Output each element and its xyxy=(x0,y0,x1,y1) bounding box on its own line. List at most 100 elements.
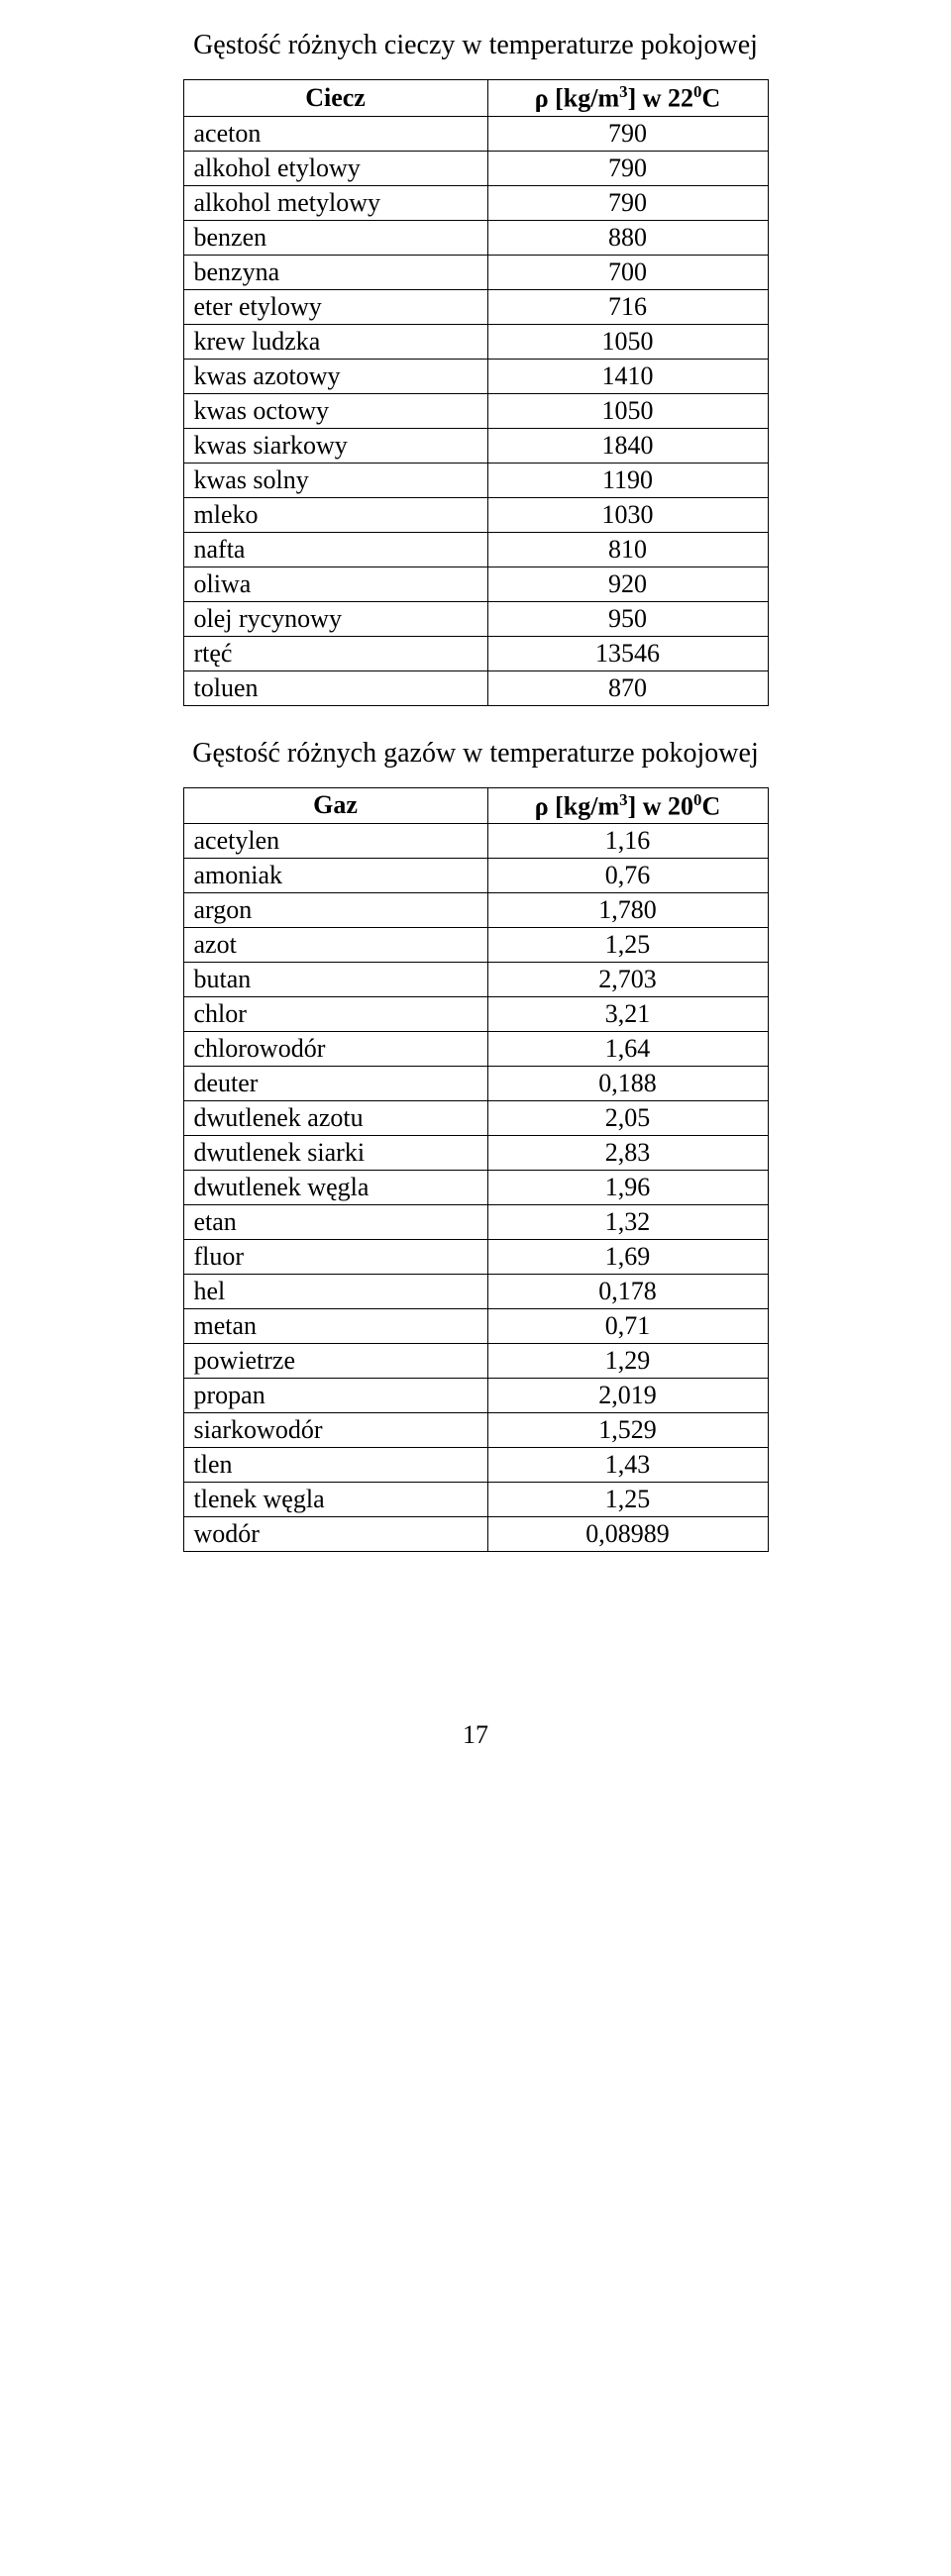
cell-density: 1,43 xyxy=(487,1448,768,1483)
table-row: azot 1,25 xyxy=(183,928,768,963)
cell-substance: alkohol metylowy xyxy=(183,185,487,220)
cell-substance: metan xyxy=(183,1309,487,1344)
col-header-substance: Gaz xyxy=(183,787,487,824)
cell-density: 0,71 xyxy=(487,1309,768,1344)
cell-density: 1,529 xyxy=(487,1413,768,1448)
table-header-row: Ciecz ρ [kg/m3] w 220C xyxy=(183,80,768,117)
table-row: tlen 1,43 xyxy=(183,1448,768,1483)
table-row: benzyna 700 xyxy=(183,255,768,289)
table-header-row: Gaz ρ [kg/m3] w 200C xyxy=(183,787,768,824)
cell-substance: powietrze xyxy=(183,1344,487,1379)
cell-density: 790 xyxy=(487,116,768,151)
table-row: dwutlenek siarki 2,83 xyxy=(183,1136,768,1171)
liquids-table-body: aceton 790 alkohol etylowy 790 alkohol m… xyxy=(183,116,768,705)
cell-density: 950 xyxy=(487,601,768,636)
cell-density: 920 xyxy=(487,567,768,601)
cell-density: 1840 xyxy=(487,428,768,463)
table-row: alkohol metylowy 790 xyxy=(183,185,768,220)
cell-substance: dwutlenek węgla xyxy=(183,1171,487,1205)
cell-density: 810 xyxy=(487,532,768,567)
col-header-density: ρ [kg/m3] w 200C xyxy=(487,787,768,824)
cell-density: 870 xyxy=(487,670,768,705)
table-row: aceton 790 xyxy=(183,116,768,151)
table-row: kwas azotowy 1410 xyxy=(183,359,768,393)
cell-substance: eter etylowy xyxy=(183,289,487,324)
table-row: fluor 1,69 xyxy=(183,1240,768,1275)
liquids-density-table: Ciecz ρ [kg/m3] w 220C aceton 790 alkoho… xyxy=(183,79,769,706)
cell-density: 700 xyxy=(487,255,768,289)
cell-density: 716 xyxy=(487,289,768,324)
table-row: kwas octowy 1050 xyxy=(183,393,768,428)
table-row: oliwa 920 xyxy=(183,567,768,601)
table-row: acetylen 1,16 xyxy=(183,824,768,859)
cell-density: 1050 xyxy=(487,324,768,359)
cell-substance: benzen xyxy=(183,220,487,255)
cell-substance: amoniak xyxy=(183,859,487,893)
table-row: powietrze 1,29 xyxy=(183,1344,768,1379)
table-row: chlor 3,21 xyxy=(183,997,768,1032)
heading-liquids: Gęstość różnych cieczy w temperaturze po… xyxy=(114,30,837,61)
table-row: mleko 1030 xyxy=(183,497,768,532)
cell-substance: oliwa xyxy=(183,567,487,601)
cell-density: 1190 xyxy=(487,463,768,497)
cell-density: 1030 xyxy=(487,497,768,532)
table-row: olej rycynowy 950 xyxy=(183,601,768,636)
cell-substance: rtęć xyxy=(183,636,487,670)
cell-density: 2,83 xyxy=(487,1136,768,1171)
cell-density: 2,703 xyxy=(487,963,768,997)
gases-density-table: Gaz ρ [kg/m3] w 200C acetylen 1,16 amoni… xyxy=(183,787,769,1553)
cell-density: 880 xyxy=(487,220,768,255)
table-row: nafta 810 xyxy=(183,532,768,567)
cell-substance: mleko xyxy=(183,497,487,532)
cell-substance: nafta xyxy=(183,532,487,567)
cell-density: 3,21 xyxy=(487,997,768,1032)
cell-density: 1,780 xyxy=(487,893,768,928)
cell-substance: krew ludzka xyxy=(183,324,487,359)
cell-density: 0,178 xyxy=(487,1275,768,1309)
gases-table-body: acetylen 1,16 amoniak 0,76 argon 1,780 a… xyxy=(183,824,768,1552)
cell-density: 2,019 xyxy=(487,1379,768,1413)
cell-density: 1,64 xyxy=(487,1032,768,1067)
table-row: propan 2,019 xyxy=(183,1379,768,1413)
cell-substance: toluen xyxy=(183,670,487,705)
table-row: wodór 0,08989 xyxy=(183,1517,768,1552)
table-row: argon 1,780 xyxy=(183,893,768,928)
cell-substance: dwutlenek azotu xyxy=(183,1101,487,1136)
cell-substance: kwas azotowy xyxy=(183,359,487,393)
cell-substance: siarkowodór xyxy=(183,1413,487,1448)
table-row: dwutlenek węgla 1,96 xyxy=(183,1171,768,1205)
cell-substance: deuter xyxy=(183,1067,487,1101)
col-header-substance: Ciecz xyxy=(183,80,487,117)
cell-substance: kwas solny xyxy=(183,463,487,497)
col-header-density: ρ [kg/m3] w 220C xyxy=(487,80,768,117)
table-row: chlorowodór 1,64 xyxy=(183,1032,768,1067)
cell-density: 1,32 xyxy=(487,1205,768,1240)
page-number: 17 xyxy=(114,1720,837,1750)
table-row: tlenek węgla 1,25 xyxy=(183,1483,768,1517)
table-row: krew ludzka 1050 xyxy=(183,324,768,359)
table-row: kwas solny 1190 xyxy=(183,463,768,497)
cell-density: 1,25 xyxy=(487,1483,768,1517)
cell-density: 1,69 xyxy=(487,1240,768,1275)
cell-substance: propan xyxy=(183,1379,487,1413)
cell-density: 1,96 xyxy=(487,1171,768,1205)
table-row: butan 2,703 xyxy=(183,963,768,997)
heading-gases: Gęstość różnych gazów w temperaturze pok… xyxy=(114,738,837,770)
cell-substance: olej rycynowy xyxy=(183,601,487,636)
table-row: metan 0,71 xyxy=(183,1309,768,1344)
table-row: toluen 870 xyxy=(183,670,768,705)
table-row: etan 1,32 xyxy=(183,1205,768,1240)
table-row: dwutlenek azotu 2,05 xyxy=(183,1101,768,1136)
cell-density: 1,16 xyxy=(487,824,768,859)
table-row: hel 0,178 xyxy=(183,1275,768,1309)
cell-density: 1050 xyxy=(487,393,768,428)
table-row: deuter 0,188 xyxy=(183,1067,768,1101)
cell-substance: dwutlenek siarki xyxy=(183,1136,487,1171)
cell-substance: azot xyxy=(183,928,487,963)
cell-density: 0,08989 xyxy=(487,1517,768,1552)
cell-substance: kwas octowy xyxy=(183,393,487,428)
table-row: benzen 880 xyxy=(183,220,768,255)
cell-substance: chlor xyxy=(183,997,487,1032)
table-row: amoniak 0,76 xyxy=(183,859,768,893)
cell-substance: alkohol etylowy xyxy=(183,151,487,185)
